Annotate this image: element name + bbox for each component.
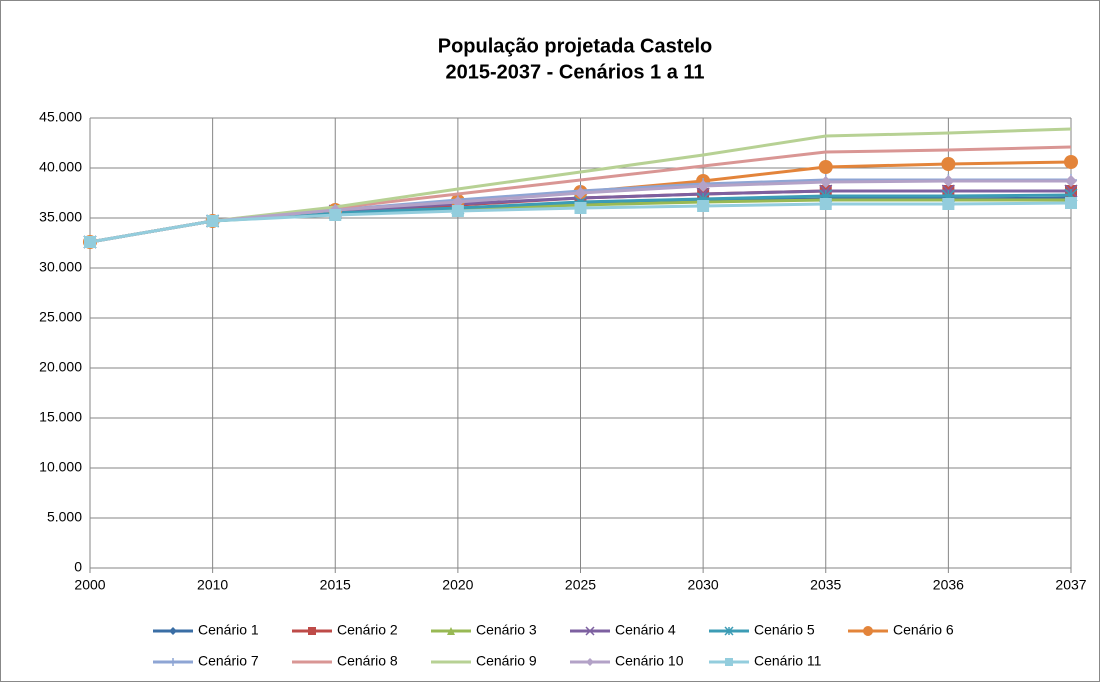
marker [447, 627, 455, 635]
legend-label: Cenário 6 [893, 622, 954, 638]
marker [819, 176, 832, 188]
x-tick-label: 2010 [197, 577, 228, 593]
y-tick-label: 45.000 [39, 109, 82, 125]
x-tick-label: 2020 [442, 577, 473, 593]
x-tick-label: 2037 [1055, 577, 1086, 593]
legend-label: Cenário 3 [476, 622, 537, 638]
y-tick-label: 20.000 [39, 359, 82, 375]
marker [169, 627, 177, 635]
y-tick-label: 25.000 [39, 309, 82, 325]
marker [725, 658, 733, 666]
legend-label: Cenário 2 [337, 622, 398, 638]
marker [818, 160, 833, 174]
marker [942, 175, 955, 187]
x-tick-label: 2025 [565, 577, 596, 593]
legend-label: Cenário 1 [198, 622, 259, 638]
legend-label: Cenário 9 [476, 653, 537, 669]
marker [724, 626, 734, 636]
marker [206, 215, 219, 227]
legend-label: Cenário 4 [615, 622, 676, 638]
marker [1065, 175, 1077, 187]
legend-label: Cenário 5 [754, 622, 815, 638]
marker [169, 658, 177, 666]
x-tick-label: 2036 [933, 577, 964, 593]
x-tick-label: 2035 [810, 577, 841, 593]
marker [863, 626, 873, 636]
y-tick-label: 5.000 [47, 509, 82, 525]
legend-label: Cenário 11 [754, 653, 822, 669]
marker [1064, 155, 1078, 169]
x-tick-label: 2000 [74, 577, 105, 593]
marker [574, 202, 587, 214]
marker [574, 187, 587, 199]
marker [585, 626, 595, 636]
marker [586, 658, 594, 666]
y-tick-label: 10.000 [39, 459, 82, 475]
y-tick-label: 15.000 [39, 409, 82, 425]
marker [942, 198, 955, 210]
y-tick-label: 0 [74, 559, 82, 575]
x-tick-label: 2015 [320, 577, 351, 593]
marker [308, 627, 316, 635]
marker [697, 200, 710, 212]
y-tick-label: 30.000 [39, 259, 82, 275]
marker [819, 198, 832, 210]
marker [451, 205, 464, 217]
legend-label: Cenário 8 [337, 653, 398, 669]
legend-label: Cenário 7 [198, 653, 259, 669]
chart-title: 2015-2037 - Cenários 1 a 11 [445, 61, 704, 83]
marker [697, 180, 710, 192]
marker [84, 236, 96, 248]
y-tick-label: 40.000 [39, 159, 82, 175]
legend-label: Cenário 10 [615, 653, 684, 669]
y-tick-label: 35.000 [39, 209, 82, 225]
marker [329, 209, 342, 221]
chart-title: População projetada Castelo [438, 35, 713, 57]
x-tick-label: 2030 [688, 577, 719, 593]
marker [1065, 197, 1077, 209]
marker [941, 157, 956, 171]
